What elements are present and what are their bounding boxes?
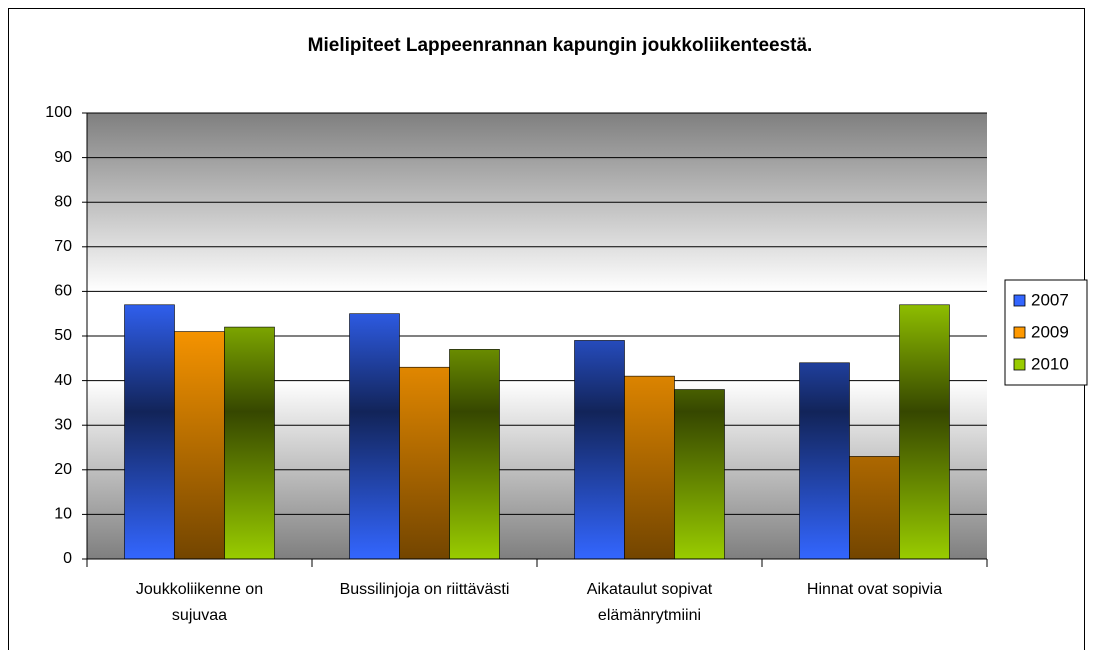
bar xyxy=(899,304,950,560)
y-tick-label: 40 xyxy=(54,372,72,389)
x-tick-label: Aikataulut sopivat elämänrytmiini xyxy=(586,581,713,624)
x-tick-label: Bussilinjoja on riittävästi xyxy=(339,581,510,598)
y-tick-label: 70 xyxy=(54,238,72,255)
chart-title: Mielipiteet Lappeenrannan kapungin joukk… xyxy=(308,35,813,56)
y-tick-label: 80 xyxy=(54,193,72,210)
y-tick-label: 60 xyxy=(54,283,72,300)
bar xyxy=(399,366,450,560)
bar xyxy=(799,362,850,560)
legend-swatch xyxy=(1013,326,1026,339)
legend-label: 2007 xyxy=(1031,290,1069,309)
x-tick-label: Hinnat ovat sopivia xyxy=(806,581,943,598)
bar xyxy=(124,304,175,560)
bar xyxy=(574,340,625,560)
y-tick-label: 20 xyxy=(54,461,72,478)
y-tick-label: 30 xyxy=(54,416,72,433)
bar xyxy=(849,456,900,560)
legend-label: 2010 xyxy=(1031,354,1069,373)
bar xyxy=(449,349,500,560)
y-tick-label: 10 xyxy=(54,506,72,523)
x-tick-label: Joukkoliikenne on sujuvaa xyxy=(135,581,264,624)
legend-swatch xyxy=(1013,294,1026,307)
y-tick-label: 90 xyxy=(54,149,72,166)
y-tick-label: 0 xyxy=(63,550,72,567)
legend-label: 2009 xyxy=(1031,322,1069,341)
bar xyxy=(624,375,675,560)
bar xyxy=(224,326,275,560)
y-tick-label: 50 xyxy=(54,327,72,344)
legend-swatch xyxy=(1013,358,1026,371)
bar xyxy=(674,389,725,560)
bar xyxy=(349,313,400,560)
bar xyxy=(174,331,225,560)
y-tick-label: 100 xyxy=(45,104,72,121)
